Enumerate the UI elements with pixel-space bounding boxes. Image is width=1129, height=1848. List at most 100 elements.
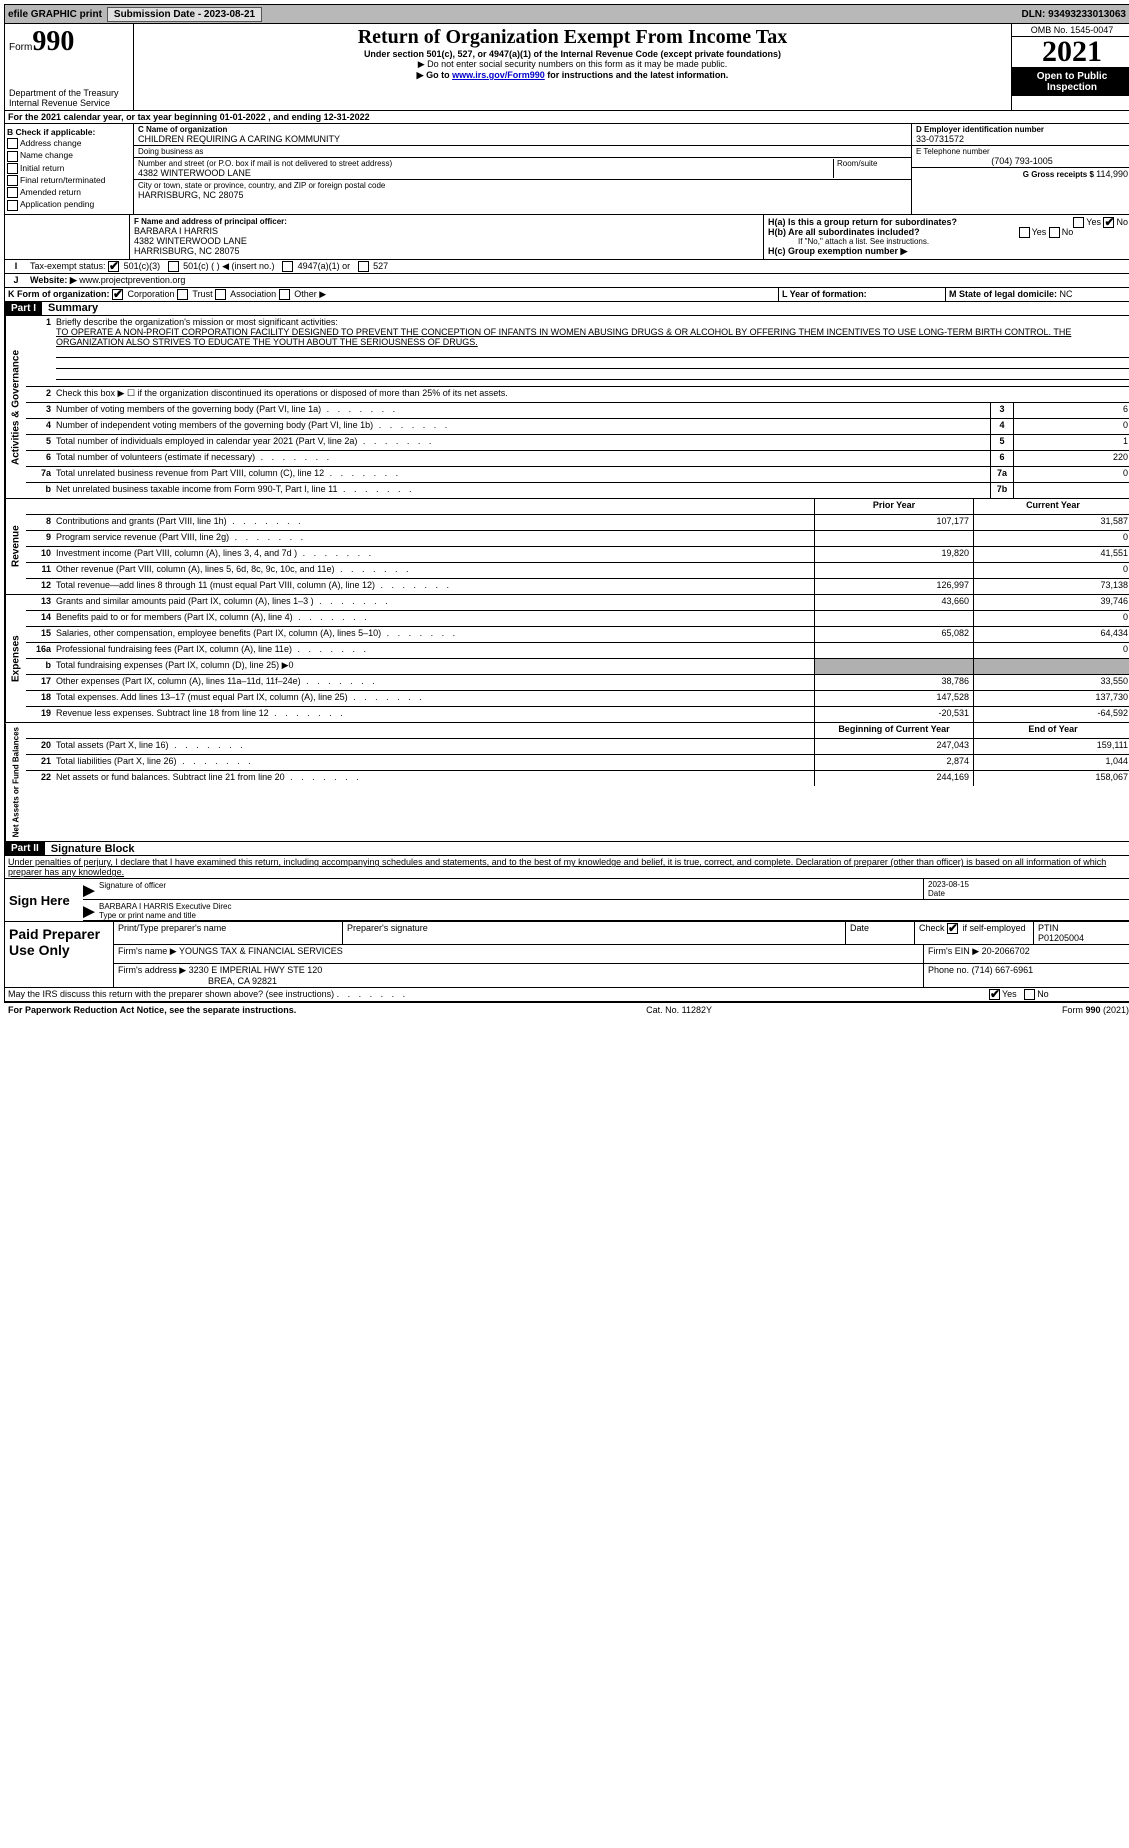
efile-label: efile GRAPHIC print [5, 8, 105, 21]
cb-discuss-no[interactable] [1024, 989, 1035, 1000]
ptin-cell: PTIN P01205004 [1034, 922, 1129, 944]
gov-row: 4 Number of independent voting members o… [26, 419, 1129, 435]
cb-assoc[interactable] [215, 289, 226, 300]
part1-title: Summary [42, 302, 98, 314]
checkbox-name-change[interactable]: Name change [7, 150, 131, 161]
officer-typed-name: BARBARA I HARRIS Executive Direc [99, 902, 1129, 911]
paid-preparer-label: Paid Preparer Use Only [5, 922, 114, 987]
dba-label: Doing business as [138, 147, 907, 156]
sign-here-block: Sign Here Signature of officer 2023-08-1… [4, 879, 1129, 922]
footer-left: For Paperwork Reduction Act Notice, see … [8, 1005, 296, 1015]
part2-title: Signature Block [45, 843, 135, 855]
declaration-text: Under penalties of perjury, I declare th… [5, 856, 1129, 878]
checkbox-initial-return[interactable]: Initial return [7, 163, 131, 174]
h-b-note: If "No," attach a list. See instructions… [768, 237, 1128, 246]
submission-date-btn[interactable]: Submission Date - 2023-08-21 [107, 7, 262, 22]
irs-label: Internal Revenue Service [9, 98, 129, 108]
firm-phone: (714) 667-6961 [972, 965, 1034, 975]
website-value: www.projectprevention.org [79, 275, 185, 285]
paid-preparer-block: Paid Preparer Use Only Print/Type prepar… [4, 922, 1129, 988]
page-footer: For Paperwork Reduction Act Notice, see … [4, 1002, 1129, 1017]
cb-4947[interactable] [282, 261, 293, 272]
gov-row: 5 Total number of individuals employed i… [26, 435, 1129, 451]
data-row: 17 Other expenses (Part IX, column (A), … [26, 675, 1129, 691]
gov-row: 7a Total unrelated business revenue from… [26, 467, 1129, 483]
discuss-text: May the IRS discuss this return with the… [8, 989, 334, 999]
data-row: 16a Professional fundraising fees (Part … [26, 643, 1129, 659]
addr-value: 4382 WINTERWOOD LANE [138, 168, 833, 178]
box-h: H(a) Is this a group return for subordin… [764, 215, 1129, 259]
section-bcdeg: B Check if applicable: Address change Na… [4, 124, 1129, 215]
block-governance: Activities & Governance 1 Briefly descri… [4, 316, 1129, 499]
data-row: 15 Salaries, other compensation, employe… [26, 627, 1129, 643]
part2-tag: Part II [5, 842, 45, 855]
data-row: 14 Benefits paid to or for members (Part… [26, 611, 1129, 627]
gross-receipts-label: G Gross receipts $ [1023, 170, 1096, 179]
data-row: 20 Total assets (Part X, line 16) 247,04… [26, 739, 1129, 755]
dept-treasury: Department of the Treasury [9, 88, 129, 98]
part2-header-row: Part II Signature Block [4, 842, 1129, 856]
h-c: H(c) Group exemption number ▶ [768, 246, 1128, 257]
cb-527[interactable] [358, 261, 369, 272]
phone-value: (704) 793-1005 [916, 156, 1128, 166]
cb-trust[interactable] [177, 289, 188, 300]
room-suite-label: Room/suite [833, 159, 907, 178]
data-row: 21 Total liabilities (Part X, line 26) 2… [26, 755, 1129, 771]
data-row: b Total fundraising expenses (Part IX, c… [26, 659, 1129, 675]
block-expenses: Expenses 13 Grants and similar amounts p… [4, 595, 1129, 723]
form-header: Form990 Department of the Treasury Inter… [4, 24, 1129, 111]
cb-self-employed[interactable] [947, 923, 958, 934]
sign-here-label: Sign Here [5, 879, 83, 921]
addr-label: Number and street (or P.O. box if mail i… [138, 159, 833, 168]
signature-of-officer-label: Signature of officer [99, 879, 923, 899]
line2-text: Check this box ▶ ☐ if the organization d… [54, 387, 1129, 402]
gross-receipts-value: 114,990 [1096, 169, 1128, 179]
dln-label: DLN: 93493233013063 [1021, 9, 1129, 20]
ptin-value: P01205004 [1038, 933, 1128, 943]
org-name-label: C Name of organization [138, 125, 907, 134]
tax-exempt-label: Tax-exempt status: [30, 261, 106, 271]
data-row: 8 Contributions and grants (Part VIII, l… [26, 515, 1129, 531]
officer-name: BARBARA I HARRIS [134, 226, 759, 236]
data-row: 10 Investment income (Part VIII, column … [26, 547, 1129, 563]
cb-corp[interactable] [112, 289, 123, 300]
vlabel-expenses: Expenses [5, 595, 26, 722]
data-row: 12 Total revenue—add lines 8 through 11 … [26, 579, 1129, 594]
preparer-name-label: Print/Type preparer's name [114, 922, 343, 944]
form-word: Form [9, 42, 32, 53]
note-ssn: ▶ Do not enter social security numbers o… [138, 59, 1007, 70]
box-k: K Form of organization: Corporation Trus… [5, 288, 778, 301]
note-goto: ▶ Go to www.irs.gov/Form990 for instruct… [138, 70, 1007, 81]
firm-addr2: BREA, CA 92821 [118, 976, 277, 986]
line-j: J Website: ▶ www.projectprevention.org [4, 274, 1129, 288]
cb-501c[interactable] [168, 261, 179, 272]
self-employed-cell: Check if self-employed [915, 922, 1034, 944]
box-b: B Check if applicable: Address change Na… [5, 124, 134, 214]
officer-addr1: 4382 WINTERWOOD LANE [134, 236, 759, 246]
vlabel-governance: Activities & Governance [5, 316, 26, 498]
data-row: 18 Total expenses. Add lines 13–17 (must… [26, 691, 1129, 707]
irs-link[interactable]: www.irs.gov/Form990 [452, 70, 545, 80]
efile-top-bar: efile GRAPHIC print Submission Date - 20… [4, 4, 1129, 24]
cb-501c3[interactable] [108, 261, 119, 272]
phone-label: E Telephone number [916, 147, 1128, 156]
checkbox-application-pending[interactable]: Application pending [7, 199, 131, 210]
checkbox-address-change[interactable]: Address change [7, 138, 131, 149]
block-revenue: Revenue Prior Year Current Year 8 Contri… [4, 499, 1129, 595]
form-header-left: Form990 Department of the Treasury Inter… [5, 24, 134, 110]
box-deg: D Employer identification number 33-0731… [911, 124, 1129, 214]
officer-label: F Name and address of principal officer: [134, 217, 759, 226]
checkbox-amended-return[interactable]: Amended return [7, 187, 131, 198]
cb-other[interactable] [279, 289, 290, 300]
data-row: 19 Revenue less expenses. Subtract line … [26, 707, 1129, 722]
mission-text: TO OPERATE A NON-PROFIT CORPORATION FACI… [56, 327, 1071, 347]
line-a-text: For the 2021 calendar year, or tax year … [5, 111, 1129, 123]
gov-row: 6 Total number of volunteers (estimate i… [26, 451, 1129, 467]
arrow-icon [83, 906, 95, 918]
officer-name-label: Type or print name and title [99, 911, 1129, 920]
city-label: City or town, state or province, country… [138, 181, 907, 190]
cb-discuss-yes[interactable] [989, 989, 1000, 1000]
col-begin-year: Beginning of Current Year [814, 723, 973, 738]
checkbox-final-return[interactable]: Final return/terminated [7, 175, 131, 186]
col-current-year: Current Year [973, 499, 1129, 514]
